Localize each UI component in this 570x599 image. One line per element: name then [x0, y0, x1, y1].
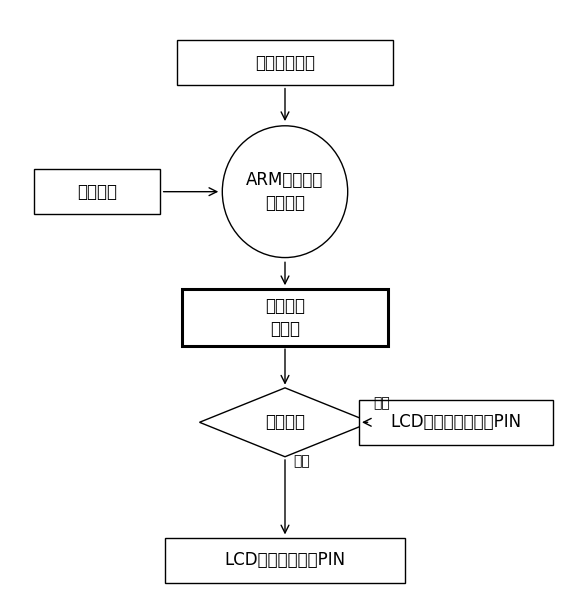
Text: 良品: 良品 — [294, 455, 310, 468]
Bar — [182, 289, 388, 346]
Bar — [359, 400, 553, 444]
Text: 处理结果: 处理结果 — [265, 413, 305, 431]
Text: LCD显示不良品，退PIN: LCD显示不良品，退PIN — [390, 413, 522, 431]
Bar — [165, 538, 405, 582]
Bar — [177, 41, 393, 85]
Text: ARM处理中心
数据处理: ARM处理中心 数据处理 — [246, 171, 324, 213]
Text: 测试信号: 测试信号 — [77, 183, 117, 201]
Polygon shape — [200, 388, 370, 456]
Text: 不良: 不良 — [373, 397, 390, 410]
Circle shape — [222, 126, 348, 258]
Bar — [34, 169, 160, 214]
Text: LCD显示良品，退PIN: LCD显示良品，退PIN — [225, 551, 345, 569]
Text: 启动测试信号: 启动测试信号 — [255, 54, 315, 72]
Text: 波形输出
并判断: 波形输出 并判断 — [265, 297, 305, 338]
